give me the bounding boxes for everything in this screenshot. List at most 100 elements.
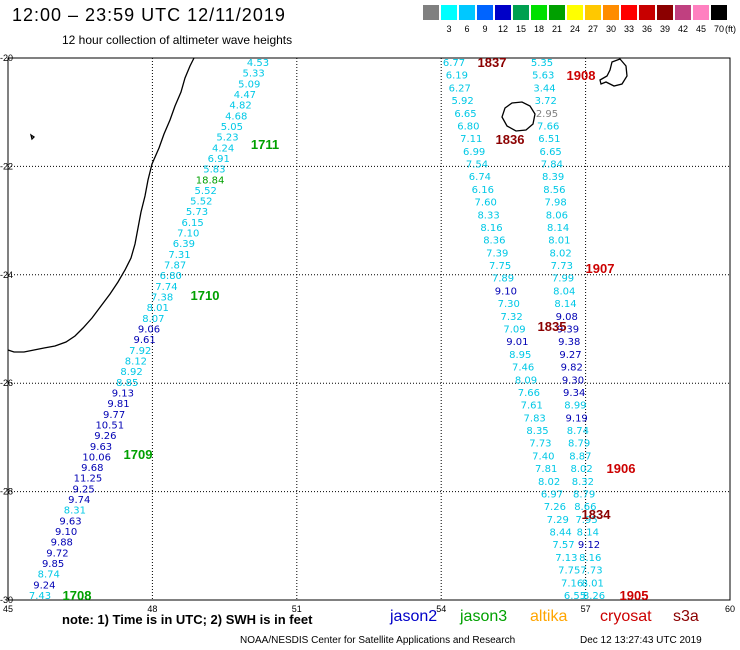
- swh-value: 7.46: [512, 363, 534, 374]
- lat-tick-label: -30: [0, 595, 13, 605]
- scale-swatch: [639, 5, 655, 20]
- swh-value: 9.34: [563, 388, 585, 399]
- scale-label: 42: [677, 24, 688, 34]
- scale-swatch: [693, 5, 709, 20]
- swh-value: 7.38: [151, 293, 173, 304]
- swh-value: 4.68: [225, 111, 247, 122]
- swh-value: 7.31: [168, 250, 190, 261]
- scale-label: 21: [551, 24, 562, 34]
- pass-label: 1835: [538, 319, 567, 334]
- swh-value: 8.79: [573, 489, 595, 500]
- madagascar-coastline: [7, 57, 195, 353]
- swh-value: 8.12: [125, 356, 147, 367]
- pass-label: 1836: [496, 132, 525, 147]
- swh-value: 6.15: [181, 218, 203, 229]
- swh-value: 7.40: [532, 451, 554, 462]
- credit-line: NOAA/NESDIS Center for Satellite Applica…: [240, 635, 516, 646]
- lon-tick-label: 51: [292, 604, 302, 614]
- swh-value: 3.44: [533, 83, 555, 94]
- swh-value: 8.06: [546, 210, 568, 221]
- pass-label: 1905: [620, 588, 649, 603]
- scale-swatch: [621, 5, 637, 20]
- scale-unit: (ft): [725, 24, 736, 34]
- swh-value: 7.74: [155, 282, 177, 293]
- mauritius-island: [599, 58, 628, 87]
- scale-label: 70: [713, 24, 724, 34]
- swh-value: 9.08: [556, 312, 578, 323]
- swh-value: 6.80: [160, 271, 182, 282]
- scale-label: 9: [482, 24, 488, 34]
- swh-value: 9.38: [558, 337, 580, 348]
- swh-value: 11.25: [74, 474, 103, 485]
- swh-value: 7.60: [475, 198, 497, 209]
- swh-value: 8.09: [515, 375, 537, 386]
- swh-value: 7.30: [498, 299, 520, 310]
- swh-value: 5.83: [203, 165, 225, 176]
- swh-value: 9.12: [578, 540, 600, 551]
- swh-value: 8.87: [569, 451, 591, 462]
- swh-value: 6.19: [446, 71, 468, 82]
- swh-value: 8.39: [542, 172, 564, 183]
- swh-value: 8.16: [480, 223, 502, 234]
- reunion-island: [501, 101, 536, 132]
- swh-value: 8.26: [583, 591, 605, 602]
- swh-value: 8.74: [567, 426, 589, 437]
- swh-value: 8.79: [568, 439, 590, 450]
- swh-value: 7.87: [164, 261, 186, 272]
- scale-swatch: [549, 5, 565, 20]
- scale-swatch: [459, 5, 475, 20]
- swh-value: 5.35: [531, 58, 553, 69]
- scale-label: 39: [659, 24, 670, 34]
- swh-value: 7.84: [541, 160, 563, 171]
- swh-value: 7.61: [521, 401, 543, 412]
- swh-value: 7.73: [529, 439, 551, 450]
- swh-value: 5.73: [186, 207, 208, 218]
- swh-value: 6.65: [540, 147, 562, 158]
- swh-value: 7.83: [524, 413, 546, 424]
- swh-value: 5.52: [190, 197, 212, 208]
- swh-value: 8.33: [477, 210, 499, 221]
- swh-value: 8.07: [142, 314, 164, 325]
- lat-tick-label: -22: [0, 161, 13, 171]
- track-west: 4.535.335.094.474.824.685.055.234.246.91…: [29, 58, 269, 602]
- scale-swatch: [675, 5, 691, 20]
- swh-value: 9.82: [561, 363, 583, 374]
- swh-value: 7.89: [492, 274, 514, 285]
- swh-value: 7.43: [29, 591, 51, 602]
- swh-value: 6.39: [173, 239, 195, 250]
- pass-label: 1906: [607, 461, 636, 476]
- swh-value: 8.95: [509, 350, 531, 361]
- axis-ticks: 45 48 51 54 57 60 -20 -22 -24 -26 -28 -30: [0, 53, 735, 614]
- lat-tick-label: -26: [0, 378, 13, 388]
- swh-value: 9.74: [68, 495, 90, 506]
- lon-tick-label: 48: [147, 604, 157, 614]
- swh-value: 6.55: [564, 591, 586, 602]
- lat-tick-label: -28: [0, 487, 13, 497]
- lat-tick-label: -20: [0, 53, 13, 63]
- swh-value: 8.74: [38, 570, 60, 581]
- swh-value: 9.72: [46, 548, 68, 559]
- swh-value: 8.14: [554, 299, 576, 310]
- swh-value: 7.26: [544, 502, 566, 513]
- swh-value: 8.36: [483, 236, 505, 247]
- swh-value: 8.14: [577, 528, 599, 539]
- scale-swatch: [495, 5, 511, 20]
- swh-value: 9.25: [72, 484, 94, 495]
- swh-value: 9.26: [94, 431, 116, 442]
- swh-value: 8.32: [572, 477, 594, 488]
- scale-swatch: [477, 5, 493, 20]
- swh-value: 9.61: [134, 335, 156, 346]
- swh-value: 7.09: [503, 325, 525, 336]
- scale-swatch: [603, 5, 619, 20]
- scale-label: 36: [641, 24, 652, 34]
- swh-value: 7.16: [561, 578, 583, 589]
- swh-value: 9.85: [42, 559, 64, 570]
- graticule: [8, 58, 730, 600]
- swh-value: 10.06: [82, 452, 111, 463]
- swh-value: 8.85: [116, 378, 138, 389]
- swh-value: 4.47: [234, 90, 256, 101]
- swh-value: 7.75: [489, 261, 511, 272]
- swh-value: 7.81: [535, 464, 557, 475]
- scale-label: 24: [569, 24, 580, 34]
- swh-value: 4.82: [229, 101, 251, 112]
